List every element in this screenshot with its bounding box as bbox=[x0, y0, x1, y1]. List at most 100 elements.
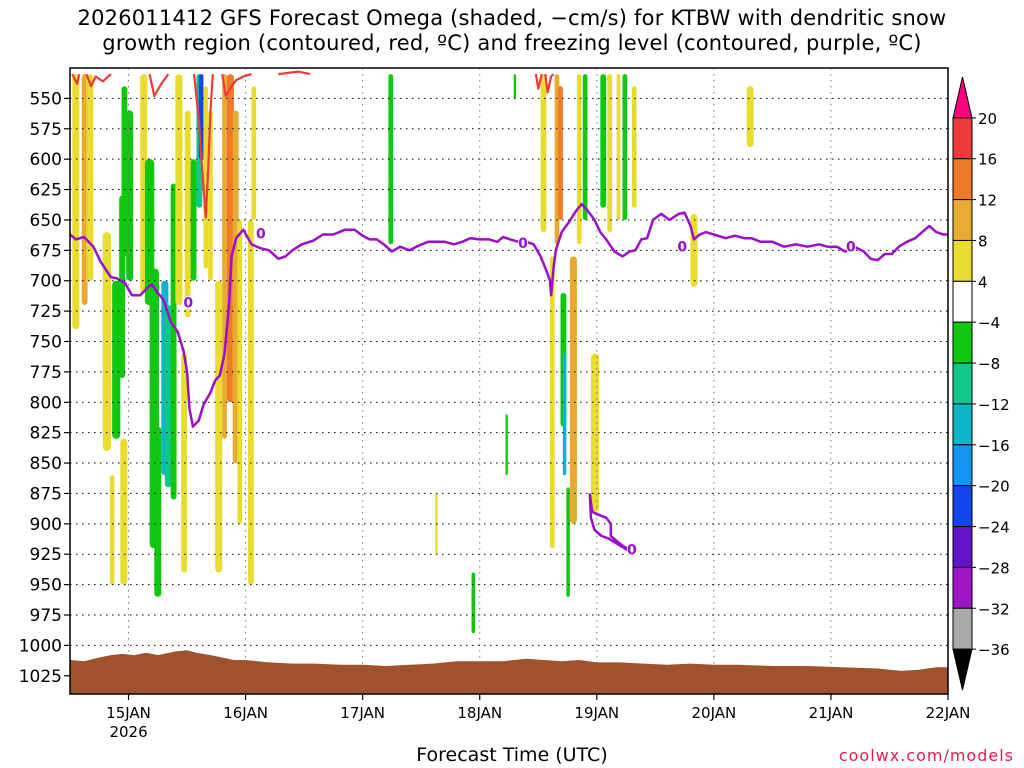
omega-band bbox=[190, 159, 197, 281]
colorbar-swatch bbox=[952, 280, 973, 323]
y-tick-label: 750 bbox=[30, 332, 62, 352]
dendritic-growth-contour bbox=[221, 73, 252, 98]
dendritic-growth-contour bbox=[148, 73, 170, 98]
omega-band bbox=[251, 86, 257, 220]
colorbar-label: −12 bbox=[978, 396, 1010, 414]
colorbar-label: −16 bbox=[978, 437, 1010, 455]
y-tick-label: 625 bbox=[30, 181, 62, 201]
terrain-layer bbox=[70, 650, 948, 694]
dendritic-growth-contour bbox=[193, 73, 214, 219]
omega-band bbox=[566, 487, 570, 597]
omega-band bbox=[72, 74, 80, 330]
credit-link[interactable]: coolwx.com/models bbox=[838, 746, 1014, 765]
omega-band bbox=[184, 110, 191, 318]
x-tick-sublabel: 2026 bbox=[109, 723, 147, 741]
omega-band bbox=[582, 74, 588, 220]
omega-band bbox=[81, 74, 88, 306]
y-tick-label: 900 bbox=[30, 515, 62, 535]
omega-band bbox=[746, 86, 754, 148]
omega-band bbox=[471, 572, 476, 634]
colorbar-swatch bbox=[952, 607, 973, 650]
colorbar-swatch bbox=[952, 158, 973, 201]
terrain-fill bbox=[70, 650, 948, 694]
omega-band bbox=[170, 183, 177, 500]
contour-label: 0 bbox=[256, 226, 266, 242]
colorbar-swatch bbox=[952, 117, 973, 160]
y-tick-label: 700 bbox=[30, 272, 62, 292]
contour-label: 0 bbox=[627, 542, 637, 558]
omega-band bbox=[126, 110, 134, 281]
y-tick-label: 825 bbox=[30, 424, 62, 444]
x-tick-label: 17JAN bbox=[340, 704, 385, 722]
contour-label: 0 bbox=[677, 240, 687, 256]
y-tick-label: 850 bbox=[30, 454, 62, 474]
y-tick-label: 1000 bbox=[19, 636, 62, 656]
omega-shading-layer bbox=[72, 74, 754, 634]
x-tick-label: 16JAN bbox=[223, 704, 268, 722]
colorbar-label: 16 bbox=[978, 151, 997, 169]
y-tick-label: 1025 bbox=[19, 667, 62, 687]
x-tick-label: 19JAN bbox=[574, 704, 619, 722]
chart-title-line-1: 2026011412 GFS Forecast Omega (shaded, −… bbox=[77, 6, 947, 30]
omega-band bbox=[631, 86, 637, 208]
omega-band bbox=[616, 74, 621, 220]
x-tick-label: 15JAN bbox=[106, 704, 151, 722]
contour-label-bg bbox=[845, 239, 856, 254]
colorbar-label: 20 bbox=[978, 110, 997, 128]
omega-band bbox=[121, 86, 128, 257]
contour-label: 0 bbox=[518, 236, 528, 252]
y-tick-label: 725 bbox=[30, 302, 62, 322]
chart-title-line-2: growth region (contoured, red, ºC) and f… bbox=[102, 31, 922, 55]
colorbar-arrow-top bbox=[952, 76, 973, 119]
colorbar-label: −28 bbox=[978, 559, 1010, 577]
y-tick-label: 975 bbox=[30, 606, 62, 626]
y-tick-label: 675 bbox=[30, 241, 62, 261]
colorbar-swatch bbox=[952, 444, 973, 487]
colorbar: 20 16 12 8 4 −4 −8 −12 −16 −20 −24 −28 −32 −36 bbox=[952, 76, 1010, 691]
x-tick-label: 18JAN bbox=[457, 704, 502, 722]
colorbar-swatch bbox=[952, 199, 973, 241]
omega-band bbox=[549, 256, 555, 549]
contour-label-bg bbox=[255, 226, 266, 241]
chart-title: 2026011412 GFS Forecast Omega (shaded, −… bbox=[0, 6, 1024, 56]
y-tick-label: 950 bbox=[30, 576, 62, 596]
contour-label-bg bbox=[626, 542, 637, 557]
freezing-level-contour bbox=[70, 202, 948, 428]
colorbar-swatch bbox=[952, 526, 973, 568]
omega-band bbox=[109, 475, 115, 585]
contour-layer: 0 0 0 0 0 0 bbox=[70, 70, 948, 558]
omega-band bbox=[513, 74, 517, 99]
x-tick-label: 22JAN bbox=[926, 704, 971, 722]
omega-band bbox=[232, 110, 239, 464]
contour-label: 0 bbox=[183, 296, 193, 312]
contour-label-bg bbox=[183, 295, 194, 310]
omega-band bbox=[154, 426, 162, 597]
colorbar-swatch bbox=[952, 485, 973, 528]
colorbar-label: 8 bbox=[978, 232, 988, 250]
dendritic-growth-contour bbox=[278, 70, 311, 76]
colorbar-swatch bbox=[952, 403, 973, 446]
omega-band bbox=[164, 305, 172, 488]
x-tick-label: 20JAN bbox=[691, 704, 736, 722]
y-tick-label: 650 bbox=[30, 211, 62, 231]
dendritic-growth-contour bbox=[85, 73, 112, 88]
colorbar-arrow-bottom bbox=[952, 648, 973, 691]
y-tick-label: 575 bbox=[30, 120, 62, 140]
omega-band bbox=[622, 74, 628, 220]
colorbar-label: 4 bbox=[978, 273, 988, 291]
omega-band bbox=[562, 353, 567, 476]
omega-band bbox=[203, 86, 209, 269]
omega-band bbox=[112, 280, 121, 439]
omega-band bbox=[569, 256, 577, 524]
grid-layer bbox=[70, 68, 948, 694]
colorbar-label: −36 bbox=[978, 641, 1010, 659]
y-tick-label: 925 bbox=[30, 545, 62, 565]
plot-frame bbox=[69, 67, 949, 695]
omega-band bbox=[600, 74, 607, 208]
omega-band bbox=[215, 280, 223, 573]
omega-band bbox=[690, 213, 698, 287]
omega-band bbox=[120, 438, 128, 585]
y-tick-label: 775 bbox=[30, 363, 62, 383]
